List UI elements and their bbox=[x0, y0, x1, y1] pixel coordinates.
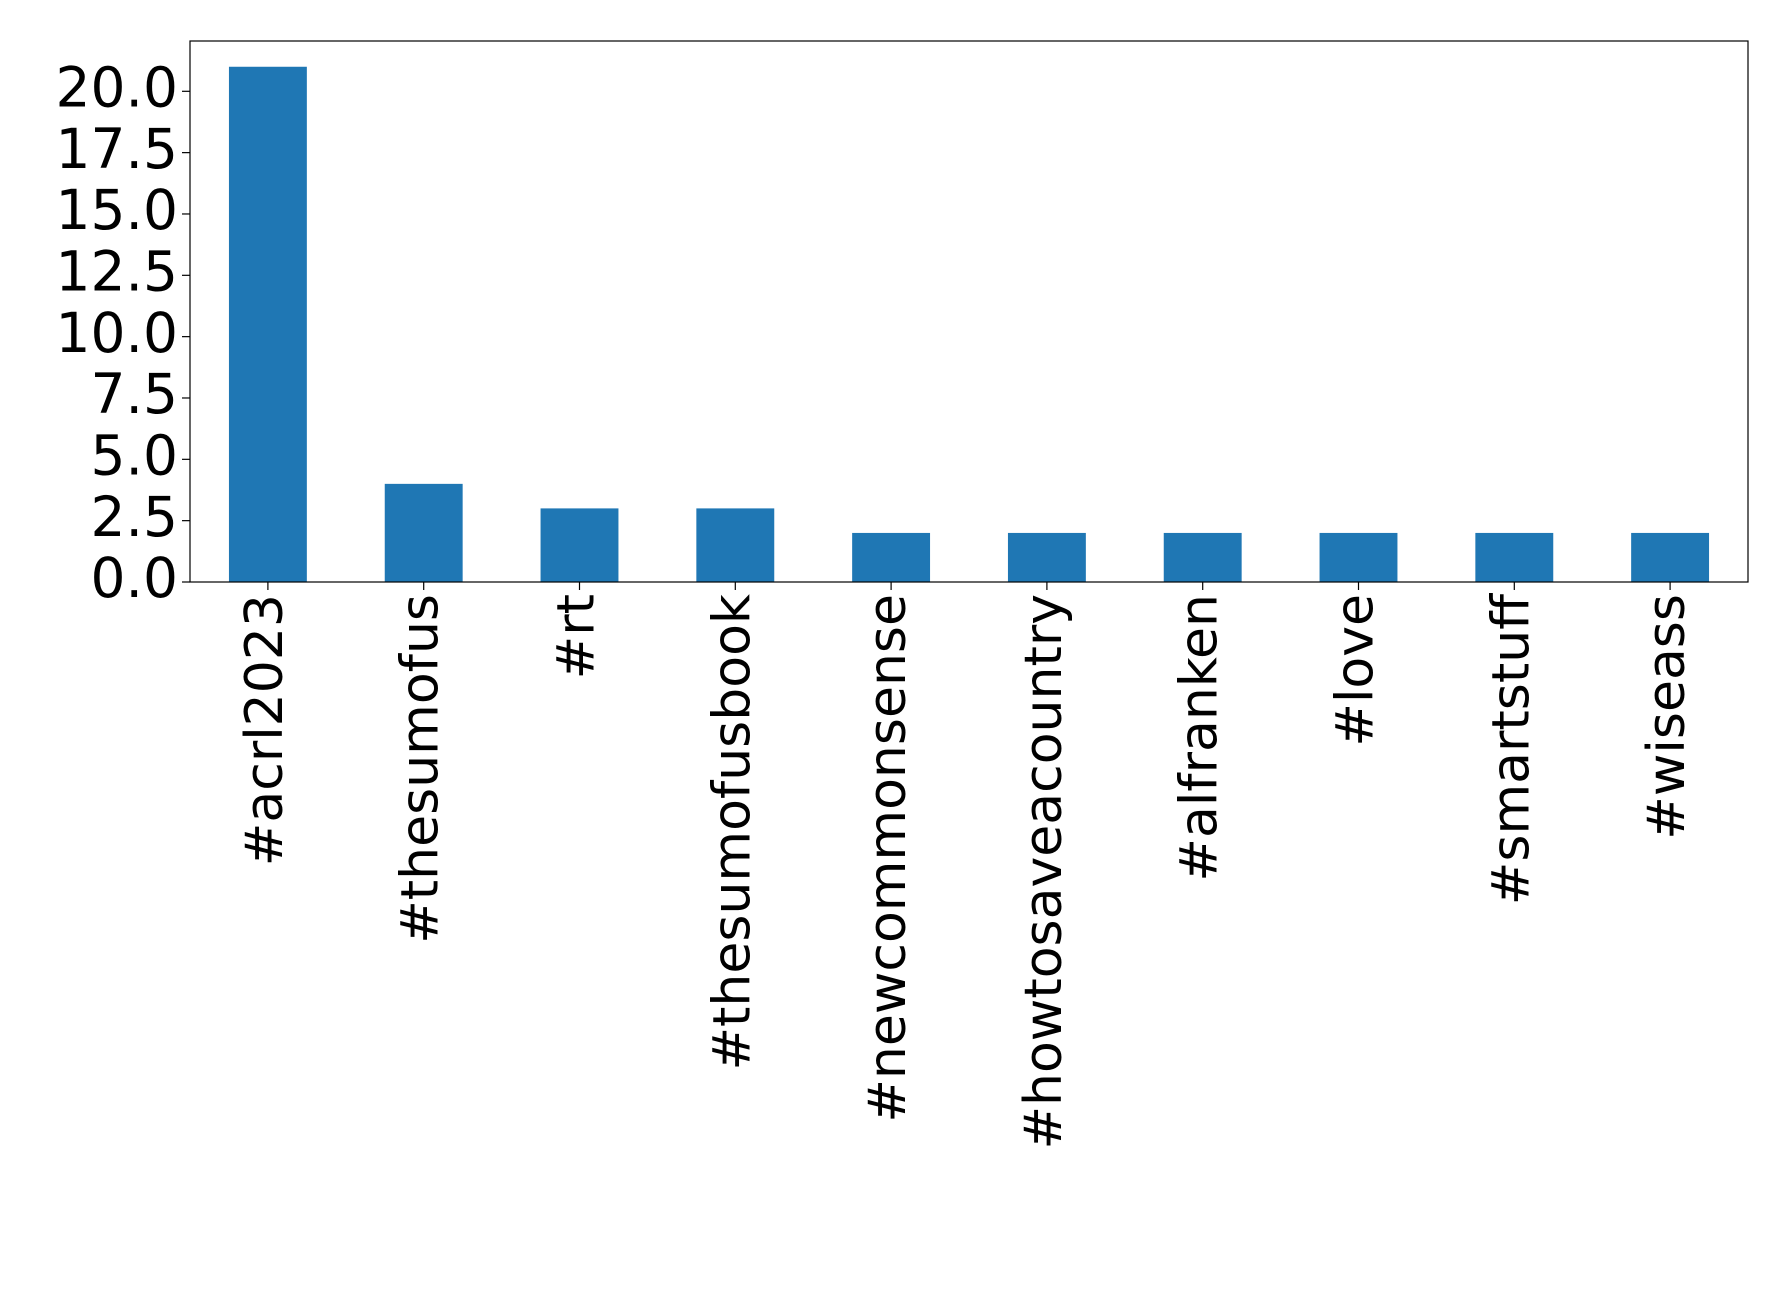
bar bbox=[1631, 532, 1710, 582]
y-tick-label: 0.0 bbox=[91, 546, 178, 610]
x-tick-label: #smartstuff bbox=[1481, 593, 1541, 905]
x-tick-label: #acrl2023 bbox=[235, 594, 295, 866]
bar bbox=[696, 508, 775, 582]
x-tick-label: #rt bbox=[547, 594, 607, 679]
bar bbox=[228, 66, 307, 582]
x-tick-label: #love bbox=[1326, 594, 1386, 747]
y-tick-label: 20.0 bbox=[56, 55, 178, 119]
x-tick-label: #wiseass bbox=[1637, 594, 1697, 840]
bar bbox=[1475, 532, 1554, 582]
y-tick-label: 10.0 bbox=[56, 301, 178, 365]
x-tick-label: #alfranken bbox=[1170, 594, 1230, 882]
bar bbox=[1319, 532, 1398, 582]
y-tick-label: 2.5 bbox=[91, 485, 178, 549]
x-tick-label: #howtosaveacountry bbox=[1014, 594, 1074, 1150]
bar bbox=[1163, 532, 1242, 582]
bar bbox=[852, 532, 931, 582]
y-tick-label: 12.5 bbox=[56, 239, 178, 303]
bar bbox=[540, 508, 619, 582]
x-tick-label: #thesumofusbook bbox=[702, 594, 762, 1071]
x-tick-label: #newcommonsense bbox=[858, 594, 918, 1123]
bar bbox=[384, 483, 463, 582]
x-tick-label: #thesumofus bbox=[391, 594, 451, 944]
y-tick-label: 15.0 bbox=[56, 178, 178, 242]
y-tick-label: 5.0 bbox=[91, 423, 178, 487]
y-tick-label: 7.5 bbox=[91, 362, 178, 426]
plot-frame bbox=[189, 40, 1749, 583]
y-tick-label: 17.5 bbox=[56, 117, 178, 181]
bar bbox=[1007, 532, 1086, 582]
